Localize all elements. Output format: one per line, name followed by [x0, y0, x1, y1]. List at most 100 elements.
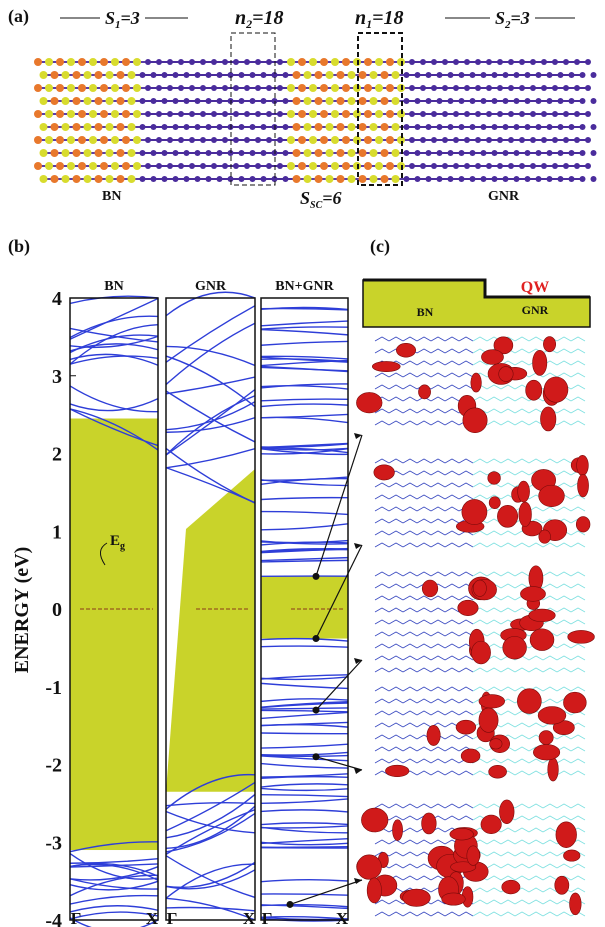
lattice	[403, 632, 417, 636]
lattice	[375, 349, 389, 353]
atom	[151, 98, 157, 104]
atom	[309, 162, 317, 170]
atom	[541, 59, 547, 65]
atom	[167, 137, 173, 143]
band-line	[166, 306, 255, 363]
atom	[381, 97, 389, 105]
atom	[404, 176, 410, 182]
atom	[453, 85, 459, 91]
lattice	[403, 471, 417, 475]
lattice	[389, 385, 403, 389]
atom	[309, 110, 317, 118]
lattice	[389, 620, 403, 624]
band-line	[261, 367, 348, 372]
band-line	[261, 646, 348, 647]
lattice	[473, 495, 487, 499]
atom	[151, 72, 157, 78]
band-line	[261, 894, 348, 895]
lattice	[543, 864, 557, 868]
atom	[62, 123, 70, 131]
lattice	[431, 804, 445, 808]
atom	[95, 123, 103, 131]
lattice	[445, 596, 459, 600]
atom	[111, 110, 119, 118]
atom	[117, 175, 125, 183]
lattice	[501, 687, 515, 691]
lattice	[34, 58, 597, 183]
lattice	[571, 620, 585, 624]
lattice	[375, 543, 389, 547]
atom	[145, 137, 151, 143]
lattice	[557, 596, 571, 600]
atom	[475, 59, 481, 65]
atom	[140, 124, 146, 130]
state	[313, 707, 320, 714]
lattice	[445, 495, 459, 499]
atom	[437, 176, 443, 182]
lattice	[417, 495, 431, 499]
lattice	[501, 459, 515, 463]
atom	[558, 176, 564, 182]
orbital	[518, 481, 530, 502]
lattice	[431, 656, 445, 660]
band-line	[166, 391, 255, 442]
lattice	[557, 471, 571, 475]
lattice	[389, 644, 403, 648]
atom	[585, 85, 591, 91]
lattice	[375, 656, 389, 660]
lattice	[417, 471, 431, 475]
band-line	[166, 806, 255, 848]
lattice	[473, 900, 487, 904]
atom	[574, 85, 580, 91]
atom	[222, 111, 228, 117]
orbital	[578, 474, 589, 497]
band-line	[261, 639, 348, 641]
atom	[51, 175, 59, 183]
atom	[392, 175, 400, 183]
lattice	[445, 584, 459, 588]
atom	[51, 97, 59, 105]
atom	[558, 98, 564, 104]
atom	[486, 59, 492, 65]
lattice	[515, 876, 529, 880]
lattice	[431, 495, 445, 499]
lattice	[487, 459, 501, 463]
atom	[189, 137, 195, 143]
orbital	[479, 708, 498, 732]
atom	[89, 136, 97, 144]
atom	[508, 137, 514, 143]
atom	[503, 176, 509, 182]
lattice	[515, 608, 529, 612]
atom	[106, 149, 114, 157]
orbital	[529, 609, 556, 622]
lattice	[389, 409, 403, 413]
band-line	[70, 296, 158, 303]
lattice	[557, 483, 571, 487]
atom	[62, 149, 70, 157]
atom	[56, 136, 64, 144]
lattice	[515, 912, 529, 916]
atom	[298, 136, 306, 144]
atom	[195, 72, 201, 78]
atom	[431, 111, 437, 117]
atom	[409, 163, 415, 169]
atom	[250, 72, 256, 78]
lattice	[543, 900, 557, 904]
atom	[563, 111, 569, 117]
atom	[386, 110, 394, 118]
atom	[56, 110, 64, 118]
atom	[133, 84, 141, 92]
orbital	[473, 580, 486, 596]
lattice	[459, 668, 473, 672]
lattice	[543, 656, 557, 660]
band-line	[261, 477, 348, 480]
lattice	[529, 409, 543, 413]
atom	[151, 124, 157, 130]
lattice	[417, 699, 431, 703]
atom	[331, 136, 339, 144]
band-line	[261, 733, 348, 734]
lattice	[571, 888, 585, 892]
lattice	[571, 385, 585, 389]
atom	[475, 111, 481, 117]
atom	[62, 175, 70, 183]
